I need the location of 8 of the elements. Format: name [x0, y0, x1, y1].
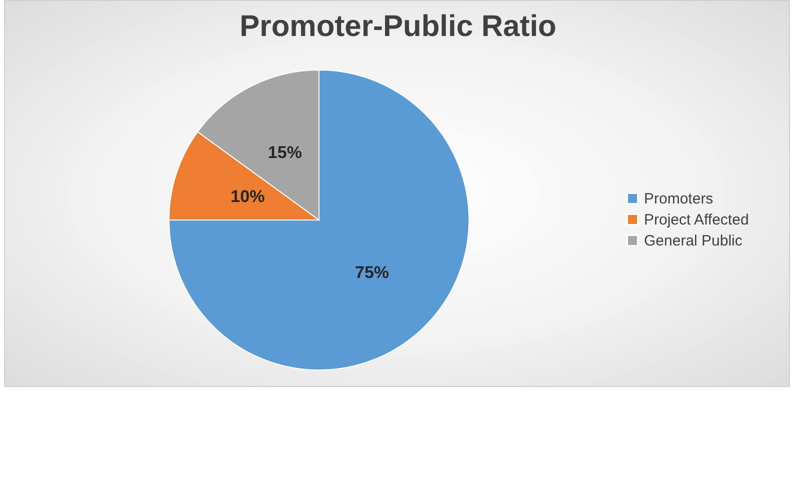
data-label: 75% — [355, 263, 390, 282]
legend-label: Project Affected — [644, 212, 749, 228]
data-label: 15% — [268, 143, 302, 162]
pie-slice — [168, 70, 470, 370]
chart-title: Promoter-Public Ratio — [240, 10, 556, 43]
legend-label: Promoters — [644, 190, 714, 208]
legend-label: General Public — [644, 232, 743, 250]
data-label: 10% — [230, 186, 265, 206]
